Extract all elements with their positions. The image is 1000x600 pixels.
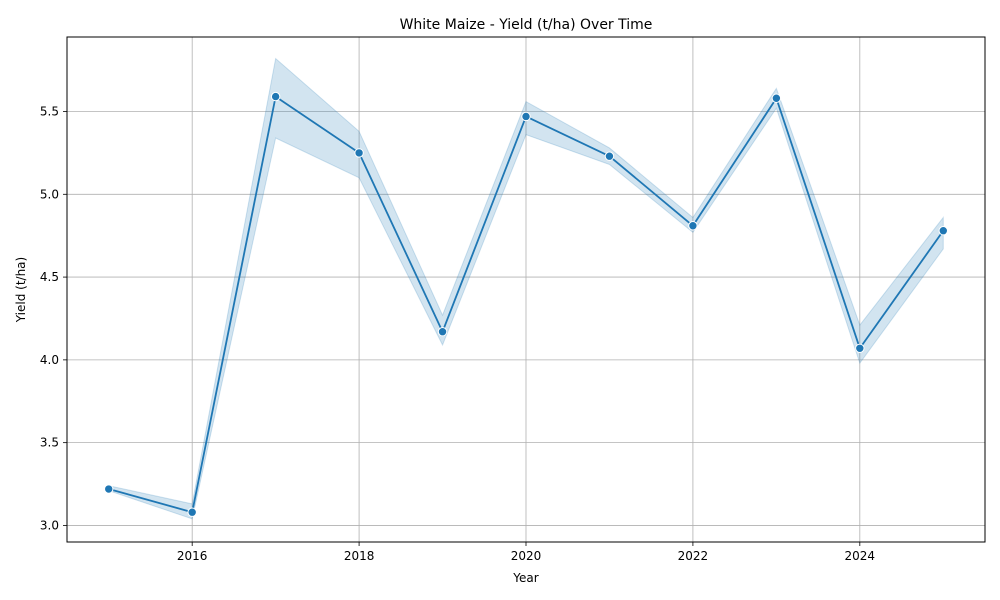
data-point (688, 221, 698, 231)
y-tick-label: 5.5 (40, 105, 59, 119)
x-tick-label: 2016 (177, 549, 208, 563)
data-markers (104, 91, 948, 517)
data-point (354, 148, 364, 158)
data-point (187, 507, 197, 517)
chart-title: White Maize - Yield (t/ha) Over Time (400, 17, 653, 33)
y-tick-label: 3.0 (40, 518, 59, 532)
confidence-band-area (108, 57, 944, 520)
data-point (855, 343, 865, 353)
y-tick-label: 5.0 (40, 187, 59, 201)
data-point (270, 91, 281, 102)
x-axis-ticks: 2016 2018 2020 2022 2024 (177, 542, 875, 563)
data-point (104, 484, 114, 494)
x-tick-label: 2024 (845, 549, 876, 563)
data-point (437, 327, 448, 337)
y-axis-ticks: 3.0 3.5 4.0 4.5 5.0 5.5 (40, 105, 67, 532)
y-tick-label: 3.5 (40, 436, 59, 450)
x-axis-title: Year (512, 571, 538, 585)
y-tick-label: 4.5 (40, 270, 59, 284)
y-axis-title: Yield (t/ha) (14, 257, 28, 323)
data-point (771, 93, 782, 103)
data-point (938, 226, 948, 236)
data-point (604, 151, 615, 161)
y-tick-label: 4.0 (40, 353, 59, 367)
confidence-band (108, 57, 944, 520)
x-tick-label: 2020 (511, 549, 542, 563)
x-tick-label: 2022 (678, 549, 709, 563)
data-point (521, 111, 531, 122)
x-tick-label: 2018 (344, 549, 375, 563)
